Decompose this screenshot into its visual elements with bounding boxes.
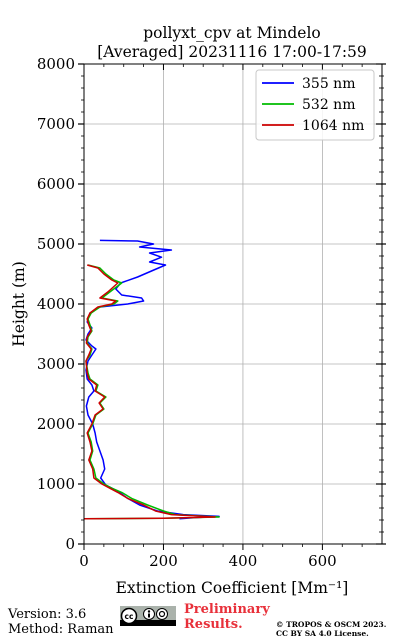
copyright-line-1: © TROPOS & OSCM 2023. — [276, 620, 387, 629]
series-layer — [83, 239, 220, 520]
method-text: Method: Raman — [8, 622, 114, 637]
version-text: Version: 3.6 — [8, 607, 87, 622]
legend-label: 355 nm — [302, 76, 355, 92]
y-tick-label: 4000 — [37, 295, 75, 313]
copyright-line-2: CC BY SA 4.0 License. — [276, 629, 369, 638]
preliminary-line-2: Results. — [184, 617, 243, 632]
legend-label: 532 nm — [302, 97, 355, 113]
svg-text:cc: cc — [125, 612, 134, 621]
y-tick-label: 1000 — [37, 475, 75, 493]
y-tick-label: 3000 — [37, 355, 75, 373]
y-tick-label: 5000 — [37, 235, 75, 253]
y-tick-label: 7000 — [37, 115, 75, 133]
series-line-532-nm — [83, 264, 220, 520]
y-tick-label: 8000 — [37, 55, 75, 73]
x-axis-label: Extinction Coefficient [Mm⁻¹] — [116, 579, 349, 597]
y-tick-label: 6000 — [37, 175, 75, 193]
x-tick-label: 200 — [149, 552, 178, 570]
series-line-355-nm — [85, 239, 220, 520]
y-axis-label: Height (m) — [10, 261, 28, 347]
x-tick-label: 600 — [308, 552, 337, 570]
preliminary-line-1: Preliminary — [184, 602, 270, 617]
x-tick-label: 400 — [229, 552, 258, 570]
x-tick-label: 0 — [79, 552, 89, 570]
y-tick-label: 0 — [65, 535, 75, 553]
cc-by-sa-badge: cc — [120, 606, 176, 626]
series-line-1064-nm — [83, 264, 216, 520]
chart-title: pollyxt_cpv at Mindelo — [143, 24, 321, 42]
y-tick-label: 2000 — [37, 415, 75, 433]
preliminary-results-note: Preliminary Results. — [184, 602, 270, 632]
axis-ticks: 0 200 400 600010002000300040005000600070008… — [37, 55, 386, 570]
chart-subtitle: [Averaged] 20231116 17:00-17:59 — [97, 43, 367, 61]
legend-box — [255, 69, 375, 141]
legend: 355 nm 532 nm 1064 nm — [255, 69, 375, 141]
legend-label: 1064 nm — [302, 118, 364, 134]
copyright-note: © TROPOS & OSCM 2023. CC BY SA 4.0 Licen… — [276, 620, 386, 638]
